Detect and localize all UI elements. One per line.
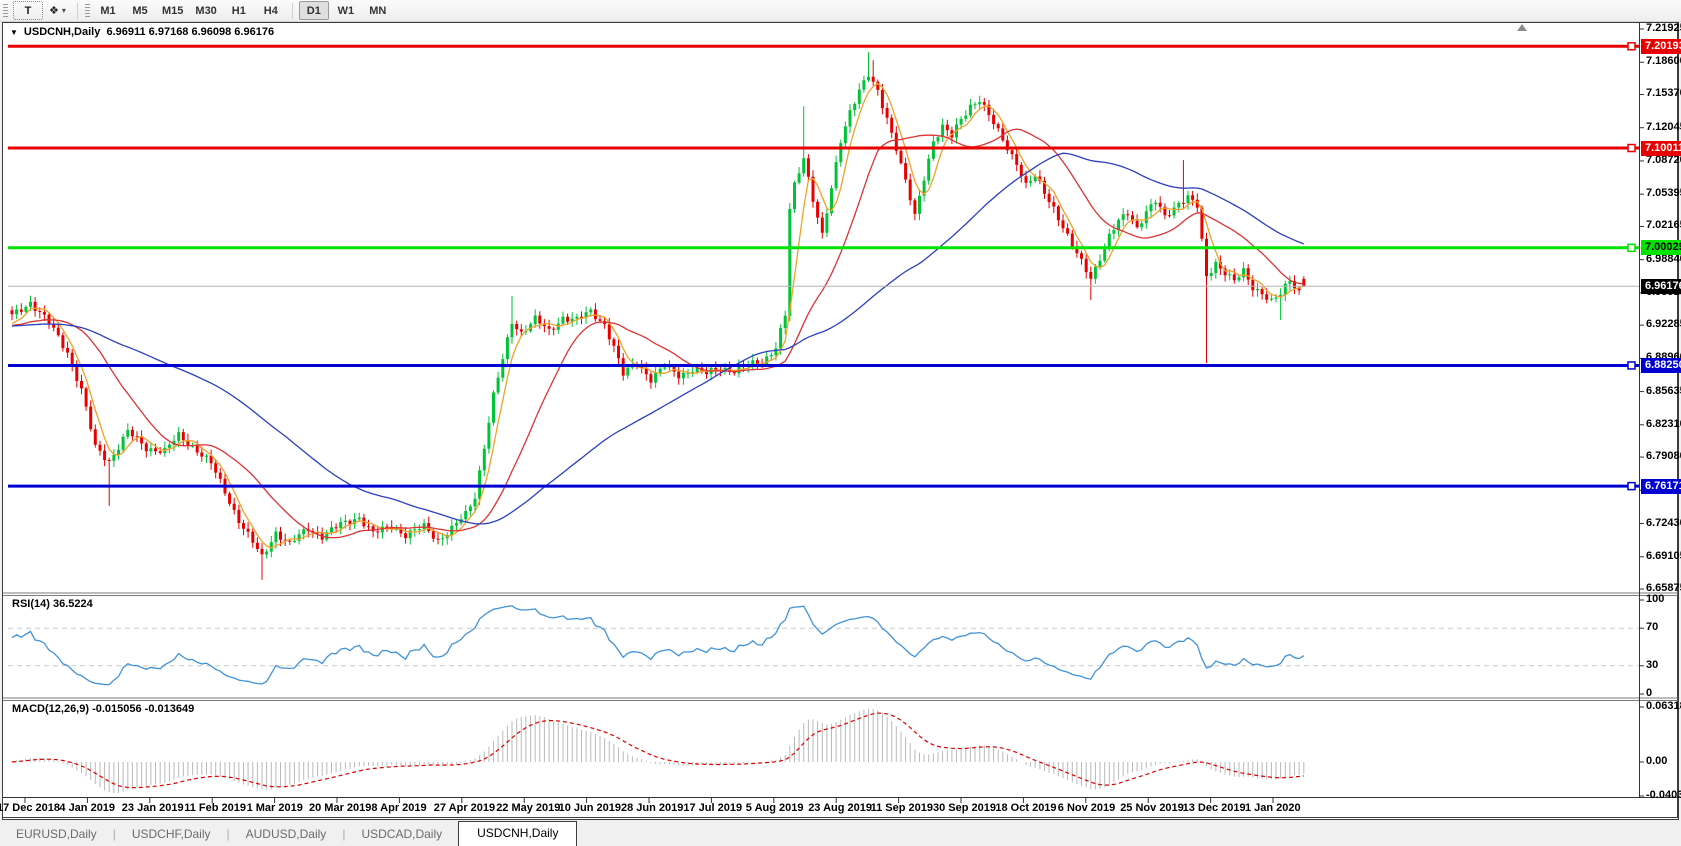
timeframe-button-h1[interactable]: H1 xyxy=(231,4,246,17)
tab-usdchf[interactable]: USDCHF,Daily xyxy=(131,827,211,841)
timeframe-button-h4[interactable]: H4 xyxy=(263,4,278,17)
timeframe-button-m5[interactable]: M5 xyxy=(132,4,148,17)
timeframe-button-m15[interactable]: M15 xyxy=(162,4,184,17)
rsi-line xyxy=(11,605,1305,686)
hline-anchor-marker xyxy=(1627,361,1636,370)
scroll-up-icon[interactable] xyxy=(1517,24,1527,31)
tab-separator: | xyxy=(226,827,230,841)
tab-eurusd[interactable]: EURUSD,Daily xyxy=(16,827,97,841)
hline-anchor-marker xyxy=(1627,42,1636,51)
timeframe-button-d1[interactable]: D1 xyxy=(298,1,329,20)
macd-histogram xyxy=(11,708,1305,793)
candle-wicks-down xyxy=(11,60,1305,580)
ma-20-line xyxy=(11,128,1304,539)
ma-60-line xyxy=(11,152,1305,525)
tab-audusd[interactable]: AUDUSD,Daily xyxy=(245,827,327,841)
timeframe-button-mn[interactable]: MN xyxy=(369,4,387,17)
ma-5-line xyxy=(11,82,1305,549)
tab-separator: | xyxy=(342,827,346,841)
tab-usdcad[interactable]: USDCAD,Daily xyxy=(361,827,443,841)
toolbar-separator xyxy=(291,2,293,19)
tab-separator: | xyxy=(112,827,116,841)
hline-anchor-marker xyxy=(1627,143,1636,153)
toolbar-drag-handle[interactable] xyxy=(85,3,90,18)
top-toolbar: T ❖ ▾ M1 M5 M15 M30 H1 H4 D1 W1 MN xyxy=(0,0,1681,22)
tab-usdcnh[interactable]: USDCNH,Daily xyxy=(458,821,578,846)
chart-window-frame xyxy=(2,22,1678,818)
timeframe-button-m30[interactable]: M30 xyxy=(195,4,217,17)
toolbar-separator xyxy=(77,2,78,19)
toolbar-drag-handle[interactable] xyxy=(3,3,8,18)
shapes-tool-button[interactable]: ❖ ▾ xyxy=(43,1,73,20)
chart-tab-bar: EURUSD,Daily | USDCHF,Daily | AUDUSD,Daily | U… xyxy=(0,820,1681,846)
timeframe-button-w1[interactable]: W1 xyxy=(337,4,355,17)
chevron-down-icon: ▾ xyxy=(61,6,67,15)
macd-signal-line xyxy=(11,712,1304,789)
timeframe-button-m1[interactable]: M1 xyxy=(100,4,116,17)
hline-anchor-marker xyxy=(1627,243,1636,253)
candle-wicks-up xyxy=(16,52,1291,559)
text-tool-button[interactable]: T xyxy=(13,1,43,20)
hline-anchor-marker xyxy=(1627,481,1636,491)
shapes-icon: ❖ xyxy=(49,5,60,17)
